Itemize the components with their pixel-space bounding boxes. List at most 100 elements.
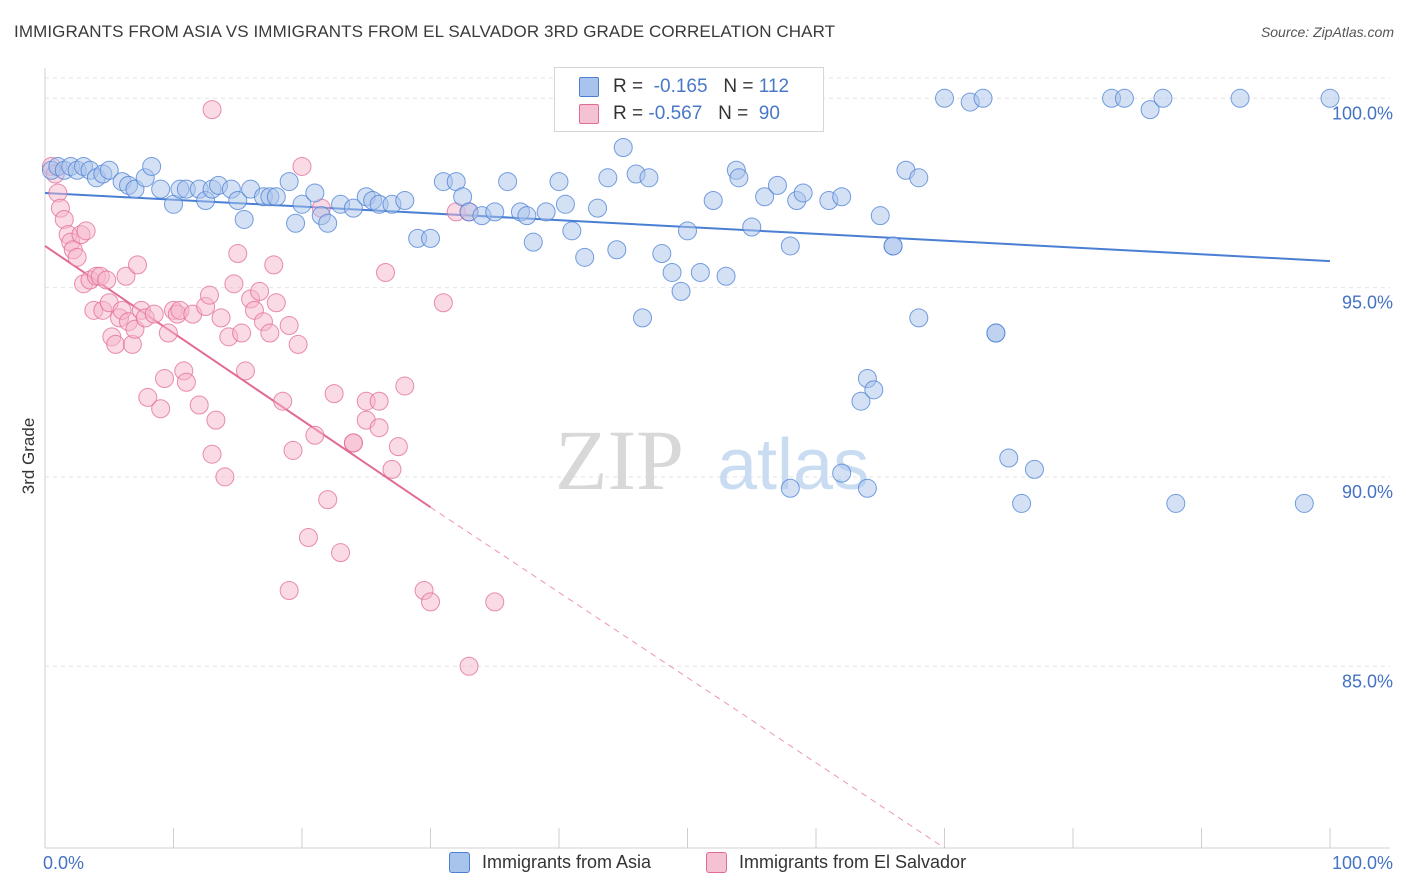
point-el-salvador xyxy=(459,656,479,676)
point-asia xyxy=(421,228,440,248)
point-asia xyxy=(857,478,877,498)
point-el-salvador xyxy=(298,528,318,548)
point-asia xyxy=(909,308,929,328)
point-asia xyxy=(639,168,659,188)
point-el-salvador xyxy=(128,255,148,275)
point-el-salvador xyxy=(67,247,87,267)
legend-swatch-asia xyxy=(449,852,470,873)
point-asia xyxy=(607,240,627,260)
x-tick-labels: 0.0% 100.0% xyxy=(43,853,1393,873)
point-el-salvador xyxy=(215,467,235,487)
point-el-salvador xyxy=(176,372,196,392)
point-el-salvador xyxy=(76,221,96,241)
point-asia xyxy=(517,206,537,226)
legend-label-asia: Immigrants from Asia xyxy=(482,852,652,872)
legend-swatch-asia xyxy=(579,77,599,97)
point-el-salvador xyxy=(273,391,293,411)
legend-r-value-el-salvador: -0.567 xyxy=(648,103,703,124)
point-asia xyxy=(1294,493,1314,513)
point-asia xyxy=(1153,88,1173,108)
legend-n-value-el-salvador: 90 xyxy=(758,103,780,124)
point-asia xyxy=(909,168,929,188)
point-asia xyxy=(549,172,569,192)
point-asia xyxy=(832,463,852,483)
point-el-salvador xyxy=(106,334,126,354)
point-asia xyxy=(671,281,691,301)
point-el-salvador xyxy=(305,425,325,445)
point-asia xyxy=(973,88,993,108)
legend-n-label: N = xyxy=(723,76,754,97)
point-el-salvador xyxy=(343,433,363,453)
point-asia xyxy=(755,187,775,207)
point-el-salvador xyxy=(206,410,226,430)
legend-item-asia: Immigrants from Asia xyxy=(449,852,651,873)
point-asia xyxy=(305,183,325,203)
point-el-salvador xyxy=(202,100,222,120)
point-asia xyxy=(151,179,171,199)
point-asia xyxy=(1012,493,1032,513)
point-el-salvador xyxy=(421,592,440,612)
point-asia xyxy=(395,191,415,211)
point-el-salvador xyxy=(228,244,248,264)
legend-item-el-salvador: Immigrants from El Salvador xyxy=(706,852,966,873)
point-asia xyxy=(598,168,618,188)
point-el-salvador xyxy=(211,308,231,328)
point-asia xyxy=(793,183,813,203)
legend-swatch-el-salvador xyxy=(579,104,599,124)
y-axis-label: 3rd Grade xyxy=(19,418,38,495)
point-asia xyxy=(935,88,954,108)
point-el-salvador xyxy=(97,270,117,290)
point-asia xyxy=(523,232,543,252)
chart-title: IMMIGRANTS FROM ASIA VS IMMIGRANTS FROM … xyxy=(14,22,836,41)
point-el-salvador xyxy=(433,293,453,313)
legend-n-value-asia: 112 xyxy=(758,76,790,97)
point-asia xyxy=(613,138,633,158)
legend-swatch-el-salvador xyxy=(706,852,727,873)
point-asia xyxy=(780,478,800,498)
point-el-salvador xyxy=(189,395,209,415)
point-el-salvador xyxy=(151,399,171,419)
point-asia xyxy=(678,221,697,241)
point-el-salvador xyxy=(292,156,312,176)
point-el-salvador xyxy=(266,293,286,313)
point-asia xyxy=(228,191,248,211)
point-asia xyxy=(562,221,582,241)
y-tick-label: 95.0% xyxy=(1342,293,1393,313)
point-el-salvador xyxy=(232,323,252,343)
point-asia xyxy=(536,202,556,222)
y-tick-label: 90.0% xyxy=(1342,482,1393,502)
point-el-salvador xyxy=(264,255,284,275)
point-asia xyxy=(864,380,884,400)
series-legend: Immigrants from Asia Immigrants from El … xyxy=(0,852,1406,878)
point-el-salvador xyxy=(279,581,299,601)
legend-r-value-asia: -0.165 xyxy=(653,76,708,97)
point-asia xyxy=(1024,459,1044,479)
y-tick-label: 100.0% xyxy=(1332,103,1393,123)
point-asia xyxy=(588,198,608,218)
point-el-salvador xyxy=(324,384,344,404)
point-asia xyxy=(986,323,1006,343)
legend-row-el-salvador: R = -0.567 N = 90 xyxy=(579,101,780,127)
watermark: ZIP atlas xyxy=(555,412,869,508)
point-asia xyxy=(1114,88,1134,108)
legend-row-asia: R = -0.165 N = 112 xyxy=(579,74,789,100)
point-asia xyxy=(234,209,254,229)
stats-legend: R = -0.165 N = 112 R = -0.567 N = 90 xyxy=(554,67,824,132)
legend-r-label: R = xyxy=(613,103,644,124)
x-tick-label: 100.0% xyxy=(1332,853,1393,873)
point-el-salvador xyxy=(369,391,389,411)
point-asia xyxy=(318,213,338,233)
point-asia xyxy=(266,187,286,207)
point-asia xyxy=(1140,100,1160,120)
point-el-salvador xyxy=(144,304,164,324)
point-asia xyxy=(690,262,710,282)
point-asia xyxy=(633,308,653,328)
point-asia xyxy=(729,168,749,188)
point-asia xyxy=(716,266,736,286)
point-el-salvador xyxy=(331,543,351,563)
point-el-salvador xyxy=(395,376,415,396)
point-asia xyxy=(999,448,1019,468)
point-asia xyxy=(498,172,518,192)
point-asia xyxy=(851,391,871,411)
